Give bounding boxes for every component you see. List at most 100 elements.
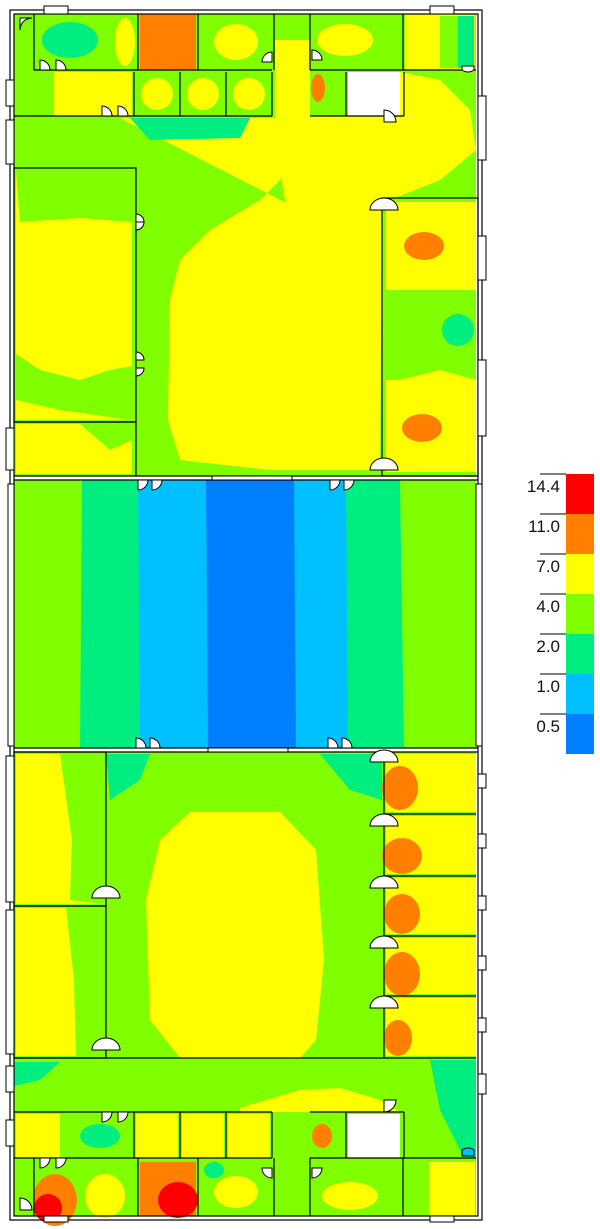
zone <box>382 838 422 874</box>
door <box>55 59 67 71</box>
door <box>117 1111 129 1123</box>
window <box>5 427 15 471</box>
legend-swatch <box>566 514 594 554</box>
window <box>5 1119 15 1147</box>
legend-swatch <box>566 594 594 634</box>
zone <box>85 1174 125 1218</box>
zone <box>311 74 325 102</box>
door <box>117 105 129 117</box>
door <box>383 1099 397 1113</box>
door <box>101 1111 113 1123</box>
door <box>19 1197 33 1211</box>
zone <box>233 78 265 110</box>
door <box>135 221 145 231</box>
zone <box>312 1124 332 1148</box>
window <box>43 5 69 15</box>
door <box>39 59 51 71</box>
window <box>477 895 487 911</box>
door <box>383 109 397 123</box>
zone <box>275 40 476 230</box>
door <box>343 479 355 491</box>
window <box>477 1073 487 1095</box>
door <box>19 17 33 31</box>
window <box>43 1215 69 1223</box>
zone <box>106 754 150 800</box>
zone <box>141 78 173 110</box>
legend-color-bar <box>540 473 594 754</box>
door <box>91 885 121 899</box>
walls <box>9 9 483 1221</box>
door <box>369 875 399 889</box>
zone <box>130 118 250 140</box>
window <box>475 483 483 747</box>
window <box>5 755 15 903</box>
door <box>341 737 353 749</box>
zone <box>320 754 382 800</box>
door <box>261 1167 273 1179</box>
door <box>135 351 145 361</box>
window <box>5 79 15 107</box>
window <box>429 5 455 15</box>
window <box>211 475 293 481</box>
window <box>477 235 487 281</box>
legend-swatch <box>566 474 594 514</box>
window <box>477 955 487 971</box>
legend-label-1-0: 1.0 <box>536 677 560 696</box>
door <box>369 457 399 471</box>
legend-label-2-0: 2.0 <box>536 637 560 656</box>
zone <box>240 1088 400 1112</box>
zone <box>204 1162 224 1178</box>
window <box>5 909 15 1055</box>
door <box>135 367 145 377</box>
zone <box>214 24 258 60</box>
door <box>91 1037 121 1051</box>
room-white <box>348 1114 400 1158</box>
window <box>477 773 487 789</box>
window <box>5 119 15 165</box>
door <box>55 1157 67 1169</box>
zone <box>158 1182 198 1218</box>
door <box>369 813 399 827</box>
zone <box>404 232 444 260</box>
zone <box>120 118 382 470</box>
window <box>477 95 487 161</box>
zone <box>405 1162 429 1216</box>
legend-label-7-0: 7.0 <box>536 557 560 576</box>
door <box>39 1157 51 1169</box>
zone <box>146 812 324 1058</box>
doors <box>19 17 475 1211</box>
room-white <box>348 72 400 116</box>
door <box>461 65 475 73</box>
legend-label-14-4: 14.4 <box>526 477 560 496</box>
room <box>228 1114 270 1158</box>
legend-label-0-5: 0.5 <box>536 717 560 736</box>
legend-swatch <box>566 554 594 594</box>
zone <box>14 72 54 116</box>
door <box>151 479 163 491</box>
door <box>369 995 399 1009</box>
zone <box>458 16 474 68</box>
zone <box>16 354 132 420</box>
legend-swatch <box>566 634 594 674</box>
zone <box>187 78 219 110</box>
door <box>149 737 161 749</box>
middle-hall <box>14 480 476 748</box>
room <box>182 1114 224 1158</box>
zone <box>384 1020 412 1056</box>
door <box>311 1167 323 1179</box>
zone <box>402 414 442 442</box>
zone <box>16 172 132 222</box>
window <box>207 747 289 753</box>
window <box>477 359 487 437</box>
legend-label-4-0: 4.0 <box>536 597 560 616</box>
zone <box>382 766 418 810</box>
door <box>329 479 341 491</box>
zone <box>60 754 104 904</box>
room <box>136 1114 178 1158</box>
zone <box>430 1060 476 1160</box>
zone <box>386 290 476 380</box>
zone <box>317 24 373 56</box>
top-wing <box>14 14 476 476</box>
legend-swatch <box>566 714 594 754</box>
